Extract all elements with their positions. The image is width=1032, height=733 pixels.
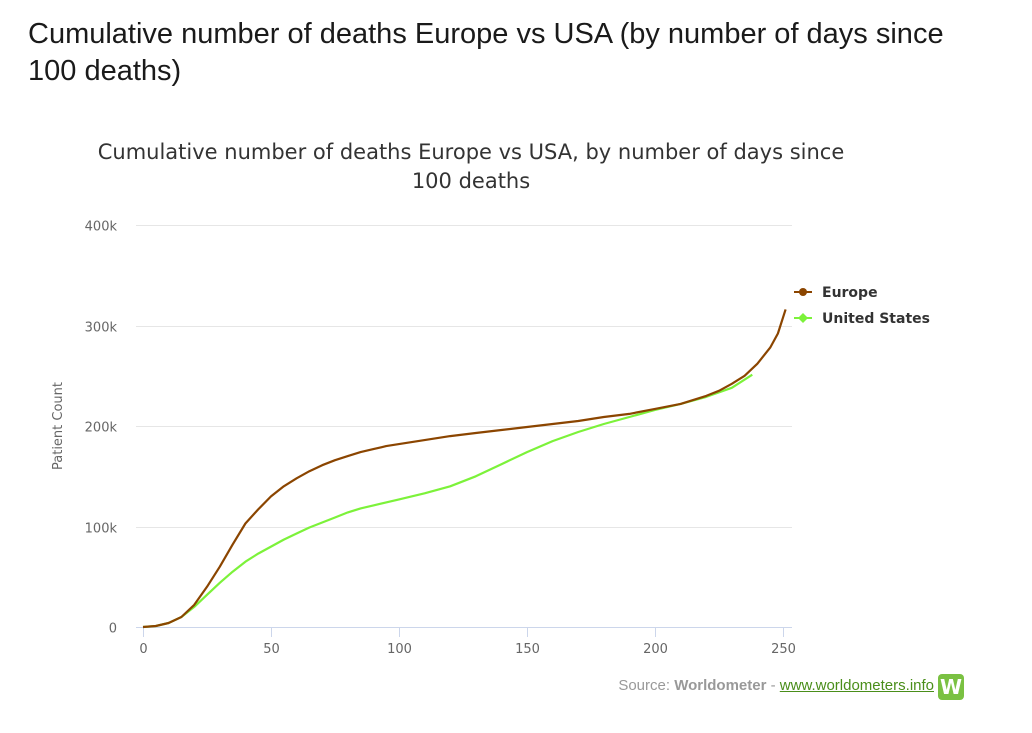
page-title: Cumulative number of deaths Europe vs US… <box>28 18 944 87</box>
series-line-europe <box>142 309 787 629</box>
legend-marker-circle-icon <box>799 288 807 296</box>
x-tick-label: 250 <box>771 642 796 657</box>
legend-item-united-states: United States <box>822 311 930 327</box>
x-axis: 0 50 100 150 200 250 <box>136 627 796 657</box>
x-tick-label: 200 <box>643 642 668 657</box>
legend: Europe United States <box>794 285 930 327</box>
legend-marker-diamond-icon <box>798 313 808 323</box>
x-tick-label: 50 <box>263 642 280 657</box>
y-tick-label: 200k <box>85 421 118 436</box>
chart-title-line-1: Cumulative number of deaths Europe vs US… <box>98 140 845 164</box>
source-link[interactable]: www.worldometers.info <box>779 677 934 694</box>
series-line-united-states <box>142 373 753 629</box>
source-prefix: Source: <box>618 677 675 694</box>
grid-lines <box>136 225 792 528</box>
series-lines <box>142 309 787 629</box>
chart-title-line-2: 100 deaths <box>412 169 530 193</box>
worldometer-logo-icon[interactable]: W <box>938 674 964 700</box>
y-tick-label: 300k <box>85 321 118 336</box>
y-axis-ticks: 0 100k 200k 300k 400k <box>85 220 118 637</box>
x-tick-label: 150 <box>515 642 540 657</box>
y-axis-label: Patient Count <box>51 382 66 470</box>
source-separator: - <box>766 677 780 694</box>
source-name: Worldometer <box>674 677 767 694</box>
legend-item-europe: Europe <box>822 285 878 301</box>
y-tick-label: 100k <box>85 522 118 537</box>
y-tick-label: 0 <box>109 622 117 637</box>
x-tick-label: 100 <box>387 642 412 657</box>
x-tick-label: 0 <box>139 642 147 657</box>
source-credit: Source: Worldometer - www.worldometers.i… <box>618 677 934 694</box>
y-tick-label: 400k <box>85 220 118 235</box>
